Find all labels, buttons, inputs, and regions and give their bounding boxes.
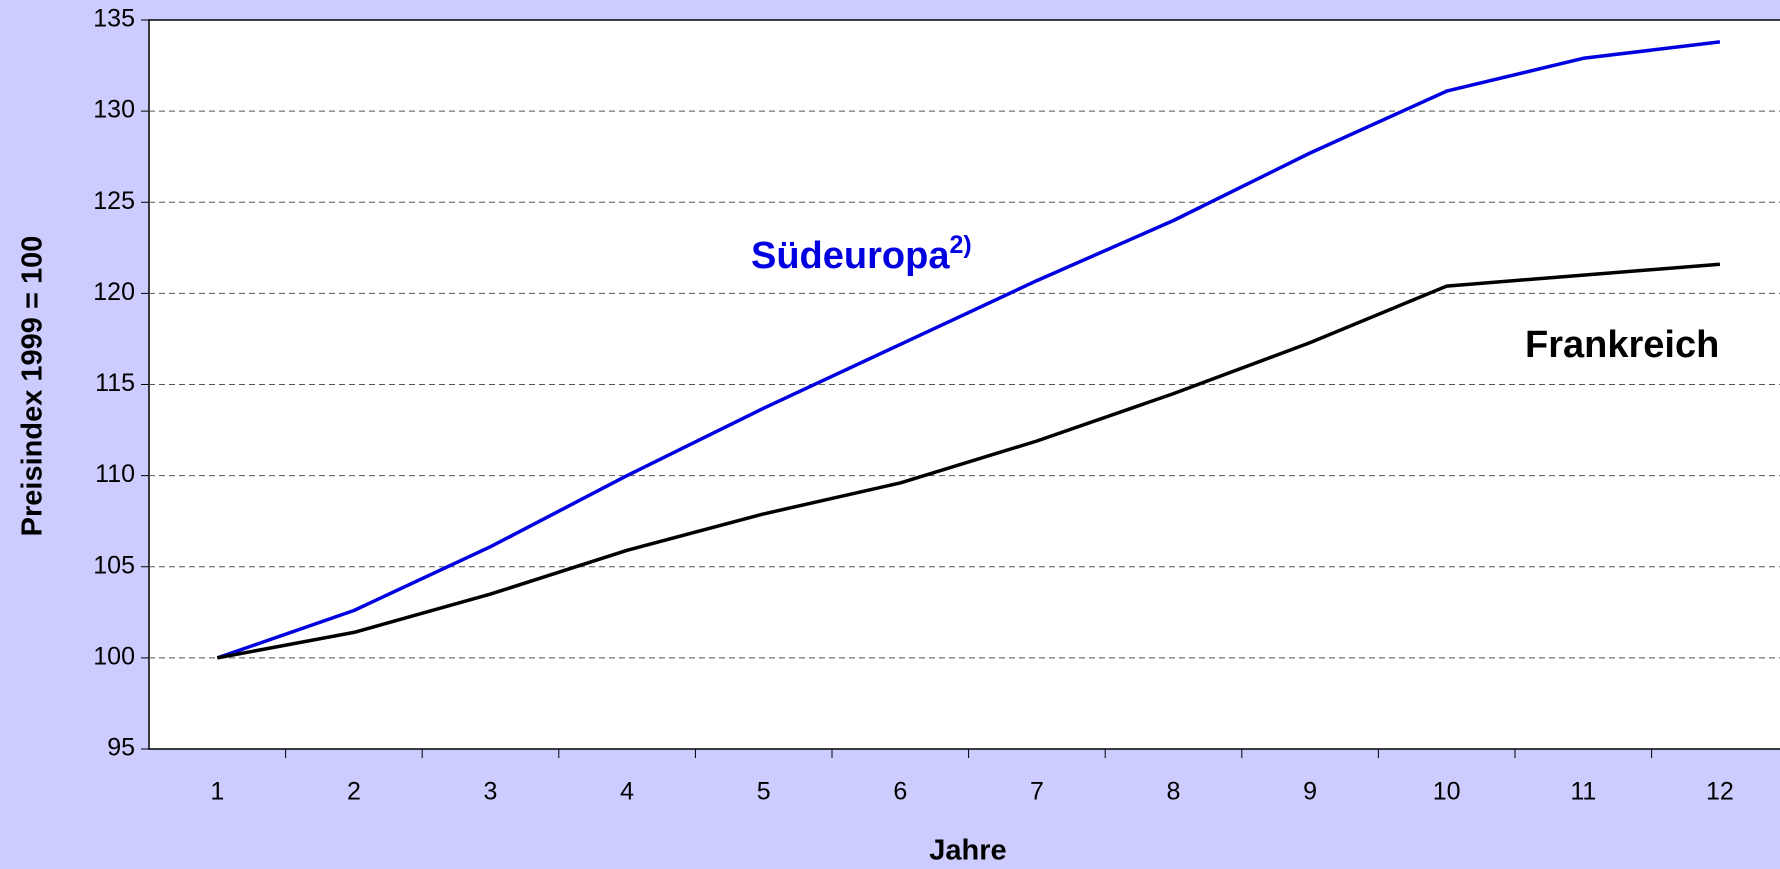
y-tick-label: 135 [93,5,135,33]
footnote-mark: 2) [949,231,971,259]
line [216,262,1721,660]
y-tick-label: 95 [107,734,135,762]
y-tick-label: 115 [95,369,135,397]
x-tick-label: 8 [1167,778,1181,806]
x-tick-label: 6 [893,778,907,806]
y-tick-label: 110 [95,460,135,488]
x-axis-title: Jahre [929,835,1006,867]
y-tick-label: 130 [93,96,135,124]
x-tick-label: 9 [1303,778,1317,806]
line [216,40,1721,660]
x-tick-label: 3 [484,778,498,806]
x-tick-label: 5 [757,778,771,806]
series-label: Südeuropa2) [751,231,972,277]
y-tick-label: 100 [93,642,135,670]
y-tick-label: 125 [93,187,135,215]
y-tick-label: 120 [93,278,135,306]
x-tick-label: 1 [210,778,224,806]
series-name: Südeuropa [751,235,950,277]
y-axis-title: Preisindex 1999 = 100 [17,236,49,537]
x-tick-label: 10 [1433,778,1461,806]
x-tick-label: 11 [1570,778,1596,806]
series-label: Frankreich [1525,324,1719,366]
x-tick-label: 4 [620,778,634,806]
x-tick-label: 2 [347,778,361,806]
x-tick-label: 7 [1030,778,1044,806]
y-tick-label: 105 [93,551,135,579]
x-tick-label: 12 [1706,778,1734,806]
